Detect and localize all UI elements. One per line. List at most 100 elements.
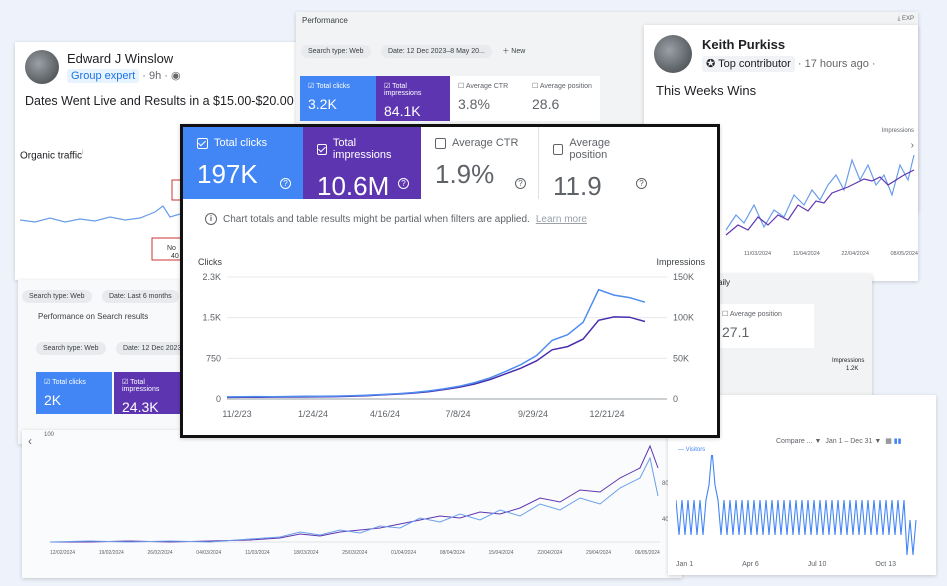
x-label: 18/03/2024 — [293, 550, 319, 556]
post-time[interactable]: · 9h · — [142, 70, 168, 82]
y-tick-label: 0 — [216, 394, 221, 404]
tile-total-impressions[interactable]: ☑ Total impressions 84.1K — [376, 76, 450, 121]
compare-dropdown[interactable]: Compare ... ▼ — [776, 438, 822, 445]
y-top-label: 100 — [44, 432, 55, 438]
y2-tick-label: 50K — [673, 353, 689, 363]
avatar[interactable] — [25, 50, 59, 84]
tile-average-position[interactable]: Average position 11.9 ? — [539, 127, 659, 201]
x-label: 29/04/2024 — [586, 550, 612, 556]
y-tick-label: 2.3K — [202, 272, 221, 282]
x-label: 11/03/2024 — [245, 550, 270, 556]
main-chart: Clicks Impressions 2.3K 1.5K 750 0 150K 100K 50K… — [198, 257, 706, 419]
x-label: 01/04/2024 — [390, 550, 417, 556]
post-text: This Weeks Wins — [656, 83, 757, 98]
impressions-label: Impressions — [832, 358, 865, 364]
date-filter[interactable]: Date: 12 Dec 2023–8 May 20... — [380, 45, 492, 58]
x-label: 26/02/2024 — [147, 550, 173, 556]
bottom-performance-chart-card: ‹ 100 800 400 0 12/02/2024 19/02/2024 26… — [22, 430, 682, 578]
y2-axis-title: Impressions — [656, 257, 705, 267]
x-label: 15/04/2024 — [488, 550, 514, 556]
series-line-total-impressions — [226, 316, 646, 399]
search-results-title: Performance on Search results — [38, 312, 149, 321]
x-label: Oct 13 — [875, 561, 896, 568]
help-icon[interactable]: ? — [398, 178, 409, 189]
series-line-total-clicks — [226, 288, 646, 398]
x-label: Jul 10 — [807, 561, 827, 568]
y-axis-title: Clicks — [198, 257, 222, 267]
top-contributor-badge: ✪ Top contributor — [702, 56, 795, 72]
annotation-tag-2: 40 — [171, 253, 179, 260]
search-type-filter[interactable]: Search type: Web — [36, 342, 106, 355]
x-tick-label: 1/24/24 — [298, 409, 328, 419]
date-filter[interactable]: Date: Last 6 months — [101, 290, 179, 303]
daily-label: aily — [718, 278, 731, 287]
export-button[interactable]: ⤓ EXP — [897, 16, 914, 22]
chevron-right-icon[interactable]: › — [910, 140, 914, 151]
x-label: 22/04/2024 — [841, 251, 869, 257]
x-tick-label: 11/2/23 — [222, 409, 251, 419]
tile-total-impressions[interactable]: Total impressions 10.6M ? — [303, 127, 421, 201]
legend-visitors: — Visitors — [678, 447, 706, 453]
main-performance-card: Total clicks 197K ? Total impressions 10… — [180, 124, 720, 438]
y2-tick-label: 0 — [673, 394, 678, 404]
x-label: 08/04/2024 — [439, 550, 465, 556]
visitors-chart — [676, 455, 917, 556]
x-tick-label: 9/29/24 — [518, 409, 548, 419]
y2-tick-label: 100K — [673, 313, 694, 323]
bottom-chart — [50, 444, 660, 543]
new-filter-button[interactable]: ＋ New — [502, 48, 526, 55]
date-range-dropdown[interactable]: Jan 1 – Dec 31 ▼ — [825, 438, 882, 445]
organic-traffic-chart: No 40 — [19, 179, 183, 261]
post-time[interactable]: · 17 hours ago · — [797, 58, 876, 70]
tile-average-position[interactable]: ☐ Average position 28.6 — [524, 76, 600, 121]
tile-average-position[interactable]: ☐ Average position 27.1 — [714, 304, 814, 348]
tile-average-ctr[interactable]: Average CTR 1.9% ? — [421, 127, 539, 199]
help-icon[interactable]: ? — [515, 178, 526, 189]
annotation-tag-1: No — [167, 245, 176, 252]
tile-total-clicks[interactable]: ☑ Total clicks 2K — [36, 372, 112, 414]
impressions-label: Impressions — [881, 128, 914, 134]
x-label: 19/02/2024 — [98, 550, 124, 556]
tile-total-impressions[interactable]: ☑ Total impressions 24.3K — [114, 372, 190, 415]
x-label: 12/02/2024 — [50, 550, 76, 556]
tile-total-clicks[interactable]: Total clicks 197K ? — [183, 127, 303, 199]
y-right-label: 400 — [661, 517, 672, 523]
y-right-label: 800 — [661, 481, 672, 487]
x-label: 08/05/2024 — [890, 251, 918, 257]
tile-average-ctr[interactable]: ☐ Average CTR 3.8% — [450, 76, 524, 121]
checkbox-unchecked-icon[interactable] — [553, 143, 564, 155]
tile-total-clicks[interactable]: ☑ Total clicks 3.2K — [300, 76, 376, 121]
performance-card-left: Search type: Web Date: Last 6 months Per… — [18, 280, 208, 444]
table-icon[interactable]: ▦ — [885, 438, 892, 445]
y-tick-label: 1.5K — [202, 313, 221, 323]
x-tick-label: 12/21/24 — [589, 409, 624, 419]
chevron-left-icon[interactable]: ‹ — [28, 434, 32, 448]
x-label: Apr 6 — [742, 561, 759, 568]
author-name[interactable]: Keith Purkiss — [702, 37, 786, 52]
organic-traffic-label: Organic traffici — [20, 150, 84, 162]
avatar[interactable] — [654, 35, 692, 73]
help-icon[interactable]: ? — [636, 178, 647, 189]
checkbox-checked-icon[interactable] — [317, 143, 327, 155]
x-label: Jan 1 — [676, 561, 694, 568]
help-icon[interactable]: ? — [280, 178, 291, 189]
x-tick-label: 7/8/24 — [445, 409, 470, 419]
bar-chart-icon[interactable]: ▮▮ — [893, 438, 902, 445]
x-tick-label: 4/16/24 — [370, 409, 400, 419]
keith-chart — [725, 154, 915, 236]
search-type-filter[interactable]: Search type: Web — [22, 290, 92, 303]
post-text: Dates Went Live and Results in a $15.00-… — [25, 94, 294, 108]
x-label: 06/05/2024 — [634, 550, 660, 556]
filter-notice: i Chart totals and table results might b… — [205, 213, 587, 225]
learn-more-link[interactable]: Learn more — [535, 213, 587, 225]
search-type-filter[interactable]: Search type: Web — [301, 45, 371, 58]
checkbox-unchecked-icon[interactable] — [435, 137, 446, 149]
x-label: 11/04/2024 — [792, 251, 820, 257]
author-name[interactable]: Edward J Winslow — [67, 51, 174, 66]
checkbox-checked-icon[interactable] — [197, 137, 208, 149]
info-icon: i — [205, 213, 217, 225]
y-tick-label: 750 — [206, 353, 221, 363]
y-label: 1.2K — [846, 366, 859, 372]
x-label: 04/03/2024 — [196, 550, 222, 556]
x-label: 22/04/2024 — [537, 550, 563, 556]
